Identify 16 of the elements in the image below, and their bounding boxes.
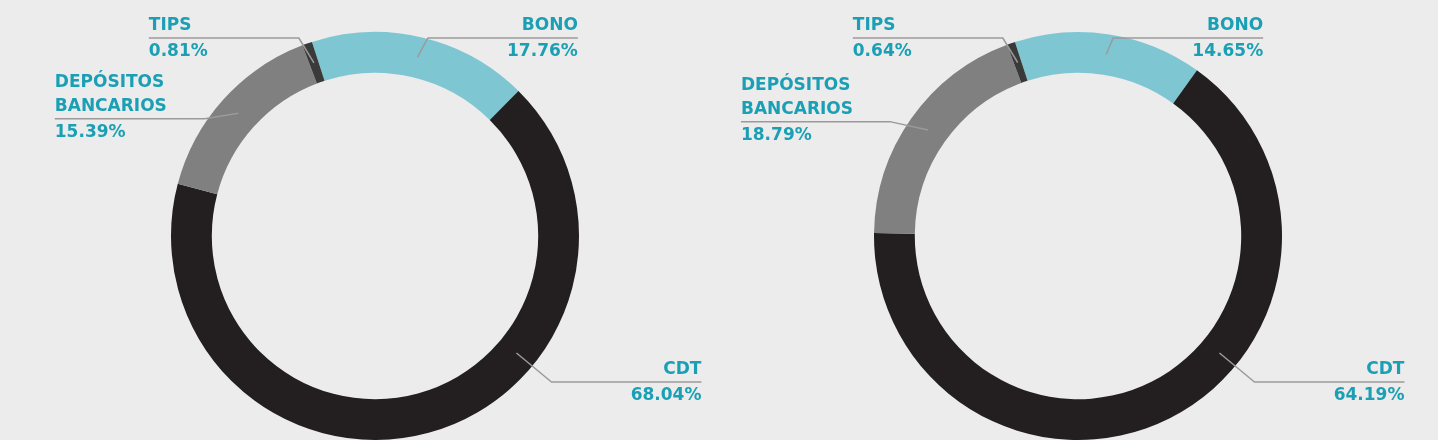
slice-label: BONO [521,13,578,34]
slice-label: CDT [1366,357,1405,378]
data-label: 18.79% [740,123,812,144]
data-label: 64.19% [1333,383,1405,404]
data-label: 14.65% [1192,39,1264,60]
slice-label: DEPÓSITOS BANCARIOS [740,72,854,118]
data-label: 0.64% [852,39,912,60]
slice-label: TIPS [852,13,896,34]
data-label: 17.76% [507,39,578,60]
data-label: 68.04% [630,383,702,404]
slice-label: BONO [1207,13,1264,34]
data-label: 15.39% [54,120,126,141]
slice-label: DEPÓSITOS BANCARIOS [54,69,167,115]
slice-label: TIPS [148,13,192,34]
data-label: 0.81% [148,39,208,60]
slice-label: CDT [663,357,702,378]
